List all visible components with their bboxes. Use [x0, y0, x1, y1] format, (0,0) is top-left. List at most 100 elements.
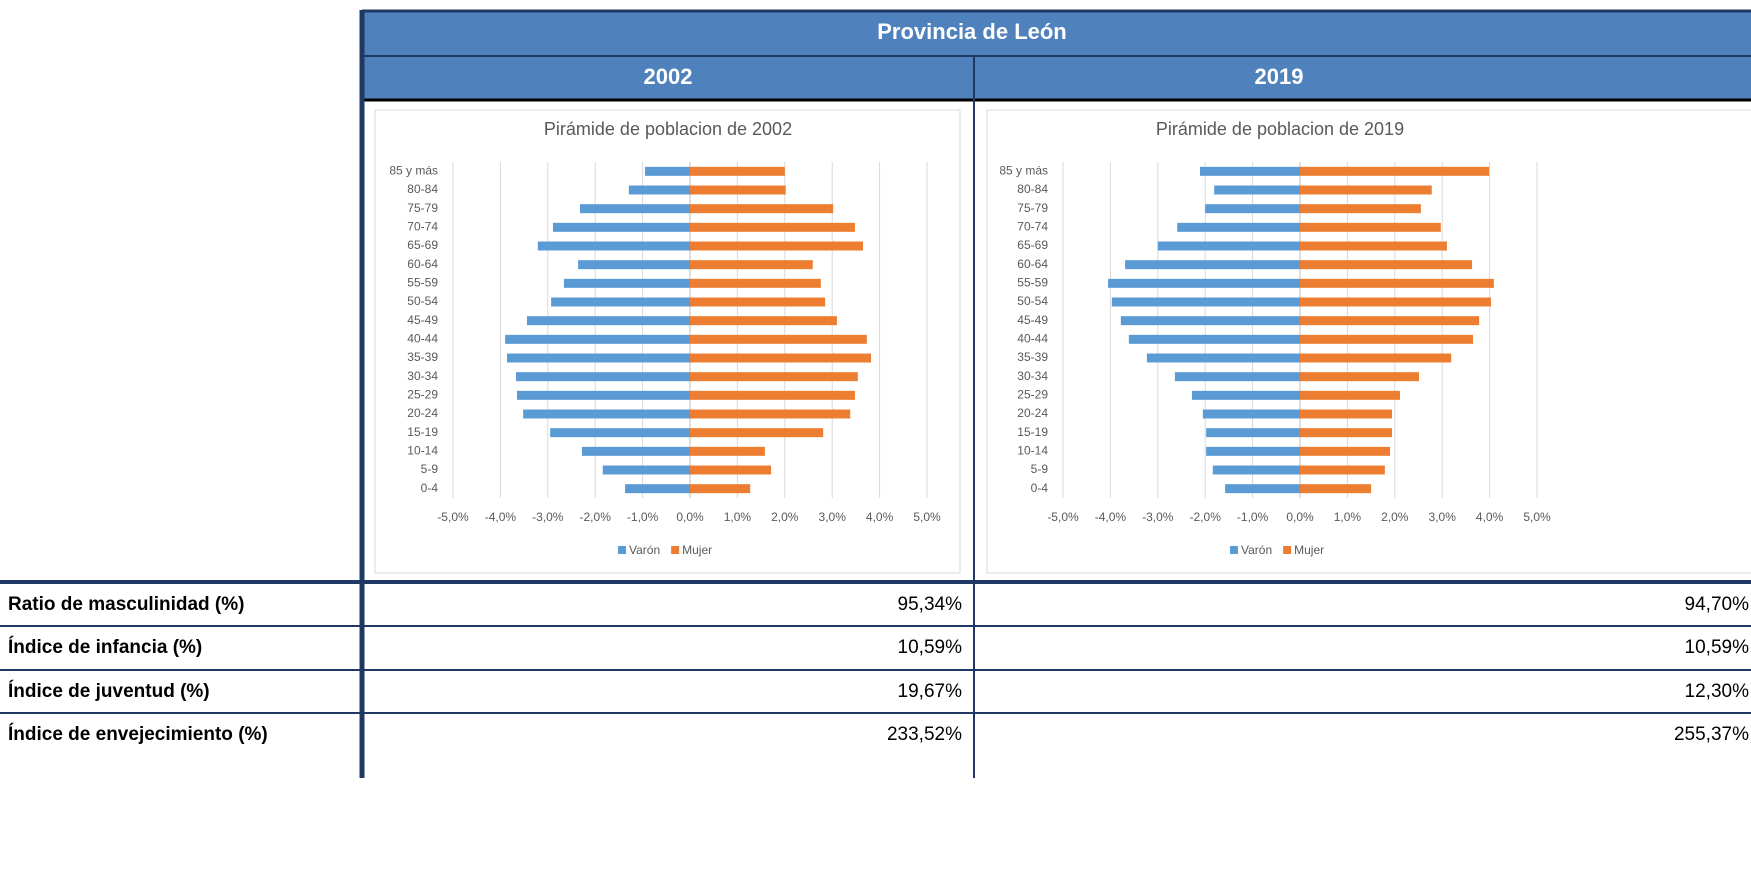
- x-tick-label: -3,0%: [532, 510, 564, 524]
- bar: [1300, 446, 1391, 456]
- header-band: [362, 10, 1751, 55]
- bar: [526, 316, 690, 326]
- bar: [1300, 353, 1452, 363]
- y-tick-label: 80-84: [407, 182, 438, 196]
- bar: [1300, 166, 1490, 176]
- y-tick-label: 75-79: [407, 201, 438, 215]
- x-tick-label: -2,0%: [580, 510, 612, 524]
- bar: [551, 297, 690, 307]
- bar: [550, 428, 690, 438]
- bar: [1300, 428, 1392, 438]
- x-tick-label: -2,0%: [1190, 510, 1222, 524]
- y-tick-label: 85 y más: [389, 164, 438, 178]
- bar: [690, 222, 855, 232]
- bar: [580, 204, 690, 214]
- column-header: 2019: [1255, 64, 1304, 89]
- year-band: [362, 57, 1751, 100]
- bar: [690, 204, 834, 214]
- bar: [690, 278, 821, 288]
- cell: 19,67%: [898, 681, 963, 702]
- cell: 233,52%: [887, 724, 962, 745]
- x-tick-label: 3,0%: [1429, 510, 1457, 524]
- legend-label: Mujer: [1294, 543, 1324, 557]
- y-tick-label: 40-44: [407, 332, 438, 346]
- legend-label: Mujer: [682, 543, 712, 557]
- legend-swatch: [671, 546, 680, 554]
- row-label: Índice de envejecimiento (%): [8, 723, 268, 745]
- y-tick-label: 0-4: [421, 481, 439, 495]
- bar: [505, 334, 690, 344]
- legend-swatch: [618, 546, 626, 554]
- x-tick-label: -1,0%: [627, 510, 659, 524]
- bar: [563, 278, 690, 288]
- bar: [1146, 353, 1300, 363]
- legend-label: Varón: [1241, 543, 1272, 557]
- y-tick-label: 50-54: [1017, 294, 1048, 308]
- chart-title: Pirámide de poblacion de 2019: [1156, 119, 1404, 139]
- y-tick-label: 40-44: [1017, 332, 1048, 346]
- bar: [1300, 390, 1401, 400]
- bar: [1120, 316, 1300, 326]
- legend-swatch: [1283, 546, 1292, 554]
- y-tick-label: 25-29: [407, 388, 438, 402]
- y-tick-label: 30-34: [407, 369, 438, 383]
- y-tick-label: 10-14: [1017, 444, 1048, 458]
- x-tick-label: 4,0%: [866, 510, 894, 524]
- y-tick-label: 15-19: [407, 425, 438, 439]
- bar: [516, 390, 690, 400]
- bar: [1111, 297, 1300, 307]
- bar: [690, 185, 786, 195]
- bar: [1205, 204, 1300, 214]
- x-tick-label: 0,0%: [1286, 510, 1314, 524]
- cell: 10,59%: [1685, 637, 1750, 658]
- bar: [1157, 241, 1300, 251]
- bar: [602, 465, 690, 475]
- x-tick-label: -1,0%: [1237, 510, 1269, 524]
- bar: [1108, 278, 1300, 288]
- bar: [690, 166, 785, 176]
- bar: [690, 428, 824, 438]
- bar: [581, 446, 690, 456]
- bar: [1300, 297, 1492, 307]
- x-tick-label: 3,0%: [819, 510, 847, 524]
- x-tick-label: 2,0%: [1381, 510, 1409, 524]
- x-tick-label: 5,0%: [913, 510, 941, 524]
- bar: [690, 241, 864, 251]
- bar: [1300, 465, 1385, 475]
- bar: [1202, 409, 1300, 419]
- bar: [1125, 260, 1300, 270]
- bar: [1206, 428, 1300, 438]
- y-tick-label: 75-79: [1017, 201, 1048, 215]
- bar: [1174, 372, 1300, 382]
- legend-label: Varón: [629, 543, 660, 557]
- bar: [644, 166, 690, 176]
- bar: [1300, 316, 1480, 326]
- y-tick-label: 5-9: [1031, 462, 1049, 476]
- y-tick-label: 45-49: [1017, 313, 1048, 327]
- y-tick-label: 20-24: [1017, 406, 1048, 420]
- y-tick-label: 60-64: [1017, 257, 1048, 271]
- bar: [1225, 484, 1300, 494]
- x-tick-label: 1,0%: [724, 510, 752, 524]
- bar: [690, 297, 826, 307]
- x-tick-label: -3,0%: [1142, 510, 1174, 524]
- y-tick-label: 50-54: [407, 294, 438, 308]
- y-tick-label: 20-24: [407, 406, 438, 420]
- cell: 12,30%: [1685, 681, 1750, 702]
- x-tick-label: -4,0%: [1095, 510, 1127, 524]
- bar: [537, 241, 690, 251]
- bar: [690, 390, 855, 400]
- legend-swatch: [1230, 546, 1238, 554]
- y-tick-label: 70-74: [1017, 220, 1048, 234]
- table-title: Provincia de León: [877, 19, 1067, 44]
- column-header: 2002: [644, 64, 693, 89]
- x-tick-label: 4,0%: [1476, 510, 1504, 524]
- y-tick-label: 60-64: [407, 257, 438, 271]
- bar: [507, 353, 690, 363]
- bar: [1300, 372, 1419, 382]
- bar: [1214, 185, 1300, 195]
- bar: [628, 185, 690, 195]
- bar: [1212, 465, 1300, 475]
- bar: [690, 446, 765, 456]
